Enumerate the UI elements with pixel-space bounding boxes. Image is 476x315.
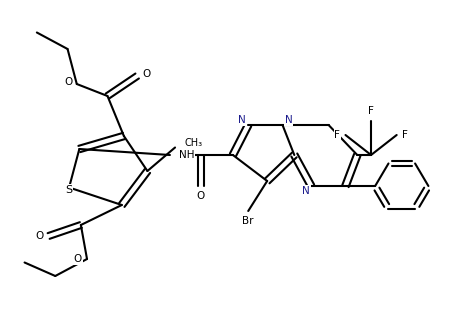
Text: N: N (238, 115, 246, 125)
Text: O: O (74, 254, 82, 264)
Text: O: O (35, 231, 43, 241)
Text: Br: Br (242, 216, 254, 226)
Text: N: N (285, 115, 293, 125)
Text: S: S (66, 185, 73, 195)
Text: F: F (335, 130, 340, 140)
Text: F: F (402, 130, 407, 140)
Text: O: O (64, 77, 73, 87)
Text: F: F (368, 106, 374, 116)
Text: O: O (197, 191, 205, 201)
Text: NH: NH (179, 150, 195, 160)
Text: CH₃: CH₃ (184, 139, 202, 148)
Text: O: O (142, 69, 150, 79)
Text: N: N (302, 186, 310, 196)
